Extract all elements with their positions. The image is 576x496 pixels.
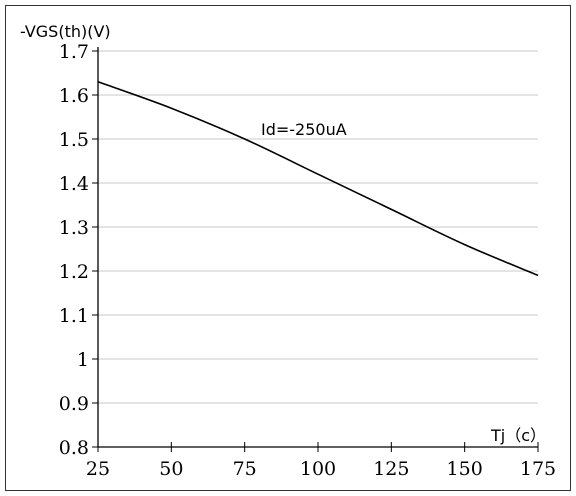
y-tick-label: 1.6 [59, 85, 89, 107]
x-axis-label: Tj（c） [490, 426, 546, 445]
x-tick-label: 75 [233, 458, 257, 480]
x-tick-label: 100 [300, 458, 336, 480]
grid [98, 50, 538, 404]
series-line [97, 81, 539, 277]
annotation-label: Id=-250uA [261, 120, 347, 139]
y-tick-label: 1.1 [59, 305, 89, 327]
y-tick-label: 1.7 [59, 41, 89, 63]
axes [92, 47, 539, 452]
y-tick-label: 1.3 [59, 217, 89, 239]
x-tick-label: 125 [373, 458, 409, 480]
y-tick-label: 1 [77, 349, 89, 371]
tick-labels: 0.8 0.9 1 1.1 1.2 1.3 1.4 1.5 1.6 1.7 25 50 75 100 125… [59, 41, 556, 480]
x-tick-label: 150 [447, 458, 483, 480]
y-tick-label: 0.8 [59, 437, 89, 459]
x-tick-label: 50 [159, 458, 183, 480]
chart-frame [5, 5, 571, 491]
y-tick-label: 1.2 [59, 261, 89, 283]
x-tick-label: 25 [86, 458, 110, 480]
y-tick-label: 1.5 [59, 129, 89, 151]
x-tick-label: 175 [520, 458, 556, 480]
y-tick-label: 1.4 [59, 173, 89, 195]
series [97, 81, 539, 277]
y-tick-label: 0.9 [59, 393, 89, 415]
y-axis-label: -VGS(th)(V) [20, 22, 111, 41]
